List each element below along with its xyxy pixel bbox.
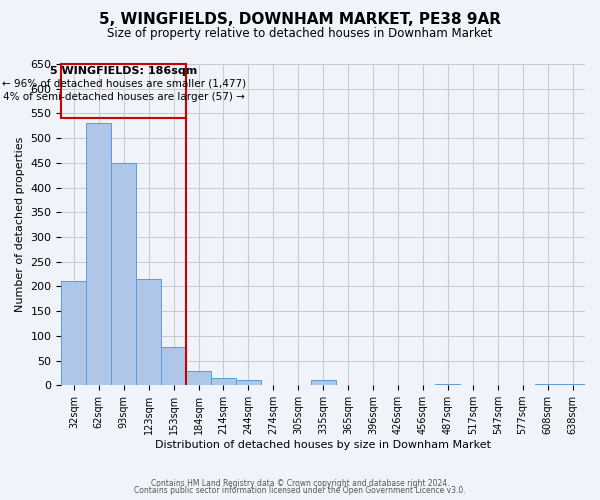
- Bar: [535, 384, 560, 385]
- Text: Contains public sector information licensed under the Open Government Licence v3: Contains public sector information licen…: [134, 486, 466, 495]
- X-axis label: Distribution of detached houses by size in Downham Market: Distribution of detached houses by size …: [155, 440, 491, 450]
- Text: Size of property relative to detached houses in Downham Market: Size of property relative to detached ho…: [107, 28, 493, 40]
- Bar: [111, 163, 136, 385]
- Text: 5, WINGFIELDS, DOWNHAM MARKET, PE38 9AR: 5, WINGFIELDS, DOWNHAM MARKET, PE38 9AR: [99, 12, 501, 28]
- Bar: [236, 380, 261, 385]
- Bar: [161, 346, 186, 385]
- Y-axis label: Number of detached properties: Number of detached properties: [15, 137, 25, 312]
- Bar: [211, 378, 236, 385]
- Text: 5 WINGFIELDS: 186sqm: 5 WINGFIELDS: 186sqm: [50, 66, 197, 76]
- Text: 4% of semi-detached houses are larger (57) →: 4% of semi-detached houses are larger (5…: [3, 92, 245, 102]
- Text: ← 96% of detached houses are smaller (1,477): ← 96% of detached houses are smaller (1,…: [2, 79, 246, 89]
- Bar: [61, 282, 86, 385]
- Bar: [560, 384, 585, 385]
- Bar: [311, 380, 335, 385]
- Bar: [436, 384, 460, 385]
- Bar: [136, 279, 161, 385]
- Bar: [186, 372, 211, 385]
- Text: Contains HM Land Registry data © Crown copyright and database right 2024.: Contains HM Land Registry data © Crown c…: [151, 478, 449, 488]
- Bar: [86, 124, 111, 385]
